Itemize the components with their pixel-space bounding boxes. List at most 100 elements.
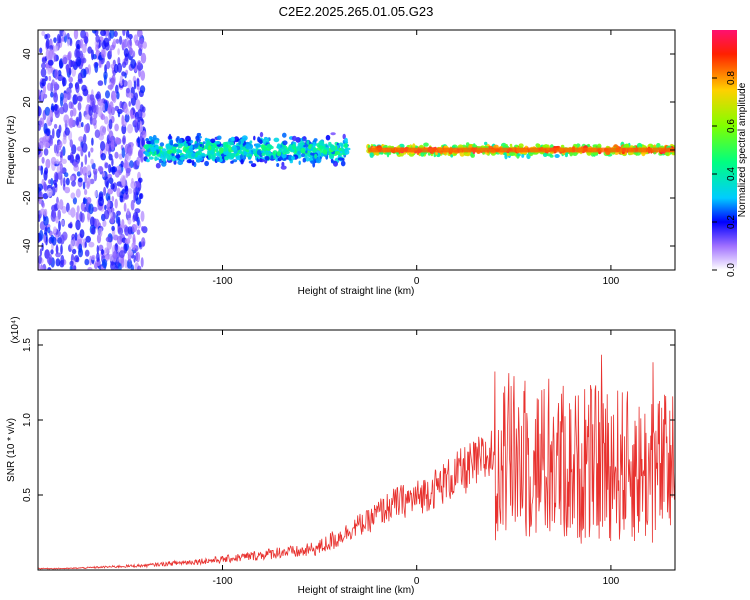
spectrogram-cell xyxy=(136,120,140,131)
spectrogram-cell xyxy=(144,151,149,156)
spectrogram-cell xyxy=(47,267,52,270)
spectrogram-cell xyxy=(472,144,478,148)
spectrogram-cell xyxy=(158,146,164,150)
spectrogram-cell xyxy=(69,38,73,47)
spectrogram-cell xyxy=(123,202,127,212)
spectrogram-cell xyxy=(94,129,101,138)
spectrogram-cell xyxy=(80,161,84,168)
spectrogram-cell xyxy=(39,196,43,204)
spectrogram-cell xyxy=(122,61,127,68)
spectrogram-cell xyxy=(282,132,287,138)
spectrogram-cell xyxy=(110,183,115,190)
spectrogram-cell xyxy=(84,249,90,257)
spectrogram-cell xyxy=(43,215,49,226)
spectrogram-cell xyxy=(98,196,104,207)
spectrogram-cell xyxy=(127,123,133,134)
spectrogram-cell xyxy=(202,141,206,145)
spectrogram-cell xyxy=(78,136,84,142)
spectrogram-cell xyxy=(79,38,84,49)
spectrogram-cell xyxy=(48,75,52,82)
spectrogram-cell xyxy=(111,225,115,232)
spectrogram-cell xyxy=(184,143,188,148)
snr-y-tick-label: 0.5 xyxy=(22,488,33,502)
spectrogram-cell xyxy=(59,163,64,174)
spectrogram-cell xyxy=(249,140,253,144)
spectrogram-cell xyxy=(71,180,76,187)
spectrogram-cell xyxy=(121,124,127,135)
spectrogram-cell xyxy=(43,84,46,95)
spectrogram-cell xyxy=(248,148,252,154)
spectrogram-cell xyxy=(148,156,154,160)
spectrogram-cell xyxy=(55,258,61,267)
spectrogram-cell xyxy=(245,143,251,150)
spectrogram-cell xyxy=(322,149,328,155)
spectrogram-cell xyxy=(62,31,67,37)
spectrogram-cell xyxy=(67,52,71,61)
colorbar: 0.0 0.2 0.4 0.6 0.8 Normalized spectral ampl… xyxy=(712,30,748,277)
spectrogram-cell xyxy=(69,117,74,129)
spectrogram-cell xyxy=(104,204,107,211)
spectrogram-cell xyxy=(77,72,83,83)
spectrogram-cell xyxy=(105,90,110,99)
spectrogram-cell xyxy=(214,141,221,145)
spectrogram-cell xyxy=(300,147,306,154)
spectrogram-cell xyxy=(140,210,145,222)
spectrogram-cell xyxy=(328,141,332,145)
spectrogram-cell xyxy=(88,106,93,117)
spectrogram-cell xyxy=(572,152,578,156)
spectrogram-cell xyxy=(57,202,61,210)
spectrogram-cell xyxy=(96,252,100,262)
spectrogram-cell xyxy=(278,156,283,161)
spectrogram-cell xyxy=(330,145,336,151)
spectrogram-cell xyxy=(90,97,96,107)
spectrogram-cell xyxy=(340,143,344,150)
spectrogram-cell xyxy=(276,143,281,149)
spectrogram-cell xyxy=(127,226,133,235)
spectrogram-cell xyxy=(281,153,287,159)
spectrogram-cell xyxy=(61,158,67,164)
spectrogram-cell xyxy=(103,74,107,86)
spectrogram-cell xyxy=(47,114,50,123)
spectrogram-cell xyxy=(259,131,264,138)
spectrogram-cell xyxy=(310,152,314,156)
spectrogram-cell xyxy=(325,134,331,141)
spectrogram-cell xyxy=(62,231,68,241)
spectrogram-cell xyxy=(112,38,117,46)
spectrogram-cell xyxy=(124,259,128,268)
spectrogram-cell xyxy=(44,226,48,232)
spectrogram-cell xyxy=(209,150,214,154)
spectrogram-cell xyxy=(43,122,48,134)
spectrogram-cell xyxy=(101,258,108,269)
spectrogram-cell xyxy=(261,152,266,157)
spectrogram-cell xyxy=(156,157,160,161)
spectrogram-cell xyxy=(109,48,112,55)
colorbar-tick-label: 0.2 xyxy=(726,215,737,229)
spectrogram-cell xyxy=(87,46,93,54)
spectrogram-cell xyxy=(44,106,51,116)
spectrogram-cell xyxy=(94,218,100,228)
spectrogram-cell xyxy=(569,151,573,157)
spectrogram-cell xyxy=(88,241,95,248)
spectrogram-cell xyxy=(168,133,172,140)
spectrogram-cell xyxy=(521,153,525,158)
spectrogram-cell xyxy=(94,62,99,73)
spectrogram-cell xyxy=(89,216,95,227)
spectrogram-cell xyxy=(50,156,57,165)
spectrogram-cell xyxy=(75,153,81,165)
spectrogram-cell xyxy=(79,166,83,176)
spectrogram-cell xyxy=(139,120,143,131)
spectrogram-cell xyxy=(41,242,44,252)
spectrogram-cell xyxy=(63,114,70,124)
spectrogram-cell xyxy=(173,143,179,147)
spectrogram-cell xyxy=(116,91,120,100)
spectrogram-cell xyxy=(255,143,261,148)
spectrogram-cell xyxy=(337,157,344,161)
spectrogram-cell xyxy=(71,144,77,155)
spectrogram-y-tick-label: -40 xyxy=(22,238,33,253)
colorbar-tick-label: 0.4 xyxy=(726,167,737,181)
snr-y-tick-label: 1.0 xyxy=(22,413,33,427)
spectrogram-cell xyxy=(140,52,147,64)
spectrogram-cell xyxy=(71,248,77,255)
spectrogram-cell xyxy=(134,92,139,101)
spectrogram-core-line xyxy=(368,147,675,153)
